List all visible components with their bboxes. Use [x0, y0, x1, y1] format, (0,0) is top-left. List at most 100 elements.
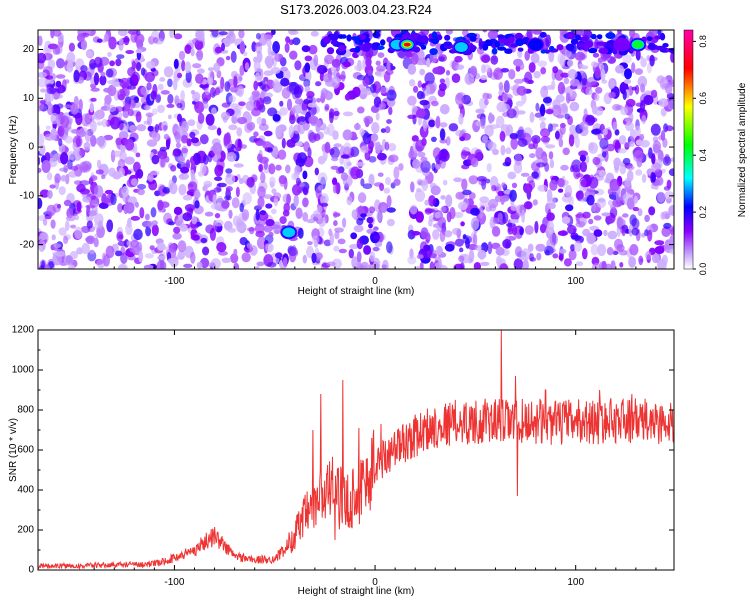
- spectrogram-cell: [228, 30, 234, 38]
- spectrogram-cell: [624, 142, 631, 148]
- spectrogram-cell: [147, 114, 152, 126]
- spectrogram-cell: [333, 245, 340, 252]
- spectrogram-cell: [124, 156, 135, 165]
- spectrogram-cell: [131, 60, 137, 70]
- spectrogram-cell: [591, 61, 598, 68]
- spectrogram-cell: [41, 160, 51, 173]
- spectrogram-cell: [190, 48, 195, 57]
- spectrogram-cell: [330, 146, 340, 159]
- spectrogram-cell: [283, 202, 291, 213]
- snr-frame: [37, 329, 675, 571]
- spectrogram-cell: [320, 87, 329, 98]
- spectrogram-cell: [405, 51, 413, 58]
- spectrogram-cell: [582, 228, 591, 237]
- spectrogram-ridge-cell: [330, 40, 339, 45]
- spectrogram-cell: [528, 62, 536, 73]
- spectrogram-cell: [612, 250, 619, 256]
- spectrogram-cell: [529, 153, 536, 159]
- spectrogram-cell: [607, 200, 613, 206]
- spectrogram-cell: [429, 52, 438, 64]
- spectrogram-cell: [153, 37, 164, 45]
- spectrogram-cell: [538, 116, 547, 121]
- spectrogram-cell: [451, 73, 461, 83]
- spectrogram-cell: [66, 151, 77, 161]
- spectrogram-cell: [502, 239, 512, 249]
- spectrogram-cell: [654, 251, 661, 262]
- spectrogram-cell: [225, 186, 233, 192]
- spectrogram-cell: [286, 139, 297, 148]
- spectrogram-cell: [207, 125, 217, 131]
- spectrogram-cell: [412, 158, 420, 169]
- spectrogram-cell: [65, 174, 70, 185]
- spectrogram-cell: [76, 129, 86, 138]
- spectrogram-cell: [470, 217, 480, 231]
- spectrogram-cell: [246, 121, 256, 131]
- spectrogram-cell: [118, 39, 124, 51]
- spectrogram-hotspot: [280, 225, 298, 240]
- spectrogram-cell: [52, 45, 61, 55]
- spectrogram-cell: [575, 221, 586, 228]
- spectrogram-cell: [275, 125, 282, 138]
- spectrogram-heatmap: [38, 30, 674, 269]
- spectrogram-cell: [150, 90, 157, 100]
- spectrogram-cell: [424, 207, 433, 215]
- spectrogram-cell: [360, 178, 365, 187]
- spectrogram-cell: [127, 67, 136, 77]
- spectrogram-cell: [522, 259, 529, 269]
- spectrogram-cell: [485, 206, 492, 212]
- spectrogram-ridge-cell: [497, 46, 507, 51]
- spectrogram-cell: [346, 195, 353, 206]
- spectrogram-cell: [165, 137, 171, 150]
- spectrogram-ridge-cell: [659, 32, 666, 41]
- spectrogram-cell: [601, 79, 608, 84]
- spectrogram-cell: [176, 72, 183, 79]
- spectrogram-cell: [45, 93, 55, 102]
- spectrogram-ridge-cell: [372, 31, 381, 39]
- spectrogram-cell: [279, 216, 287, 225]
- spectrogram-cell: [302, 197, 309, 208]
- spectrogram-cell: [660, 107, 667, 117]
- spectrogram-cell: [462, 234, 467, 240]
- spectrogram-cell: [578, 150, 588, 157]
- spectrogram-cell: [302, 170, 308, 180]
- spectrogram-cell: [145, 226, 152, 237]
- spectrogram-cell: [513, 58, 523, 67]
- spectrogram-cell: [571, 159, 582, 173]
- spectrogram-cell: [476, 176, 487, 182]
- spectrogram-cell: [177, 250, 185, 260]
- spectrogram-cell: [145, 105, 150, 110]
- spectrogram-cell: [410, 231, 421, 236]
- spectrogram-cell: [256, 116, 263, 125]
- snr-plot-area: [38, 330, 674, 570]
- spectrogram-cell: [502, 93, 513, 101]
- spectrogram-cell: [63, 164, 69, 174]
- spectrogram-cell: [417, 80, 422, 88]
- spectrogram-cell: [529, 111, 535, 123]
- spectrogram-cell: [482, 135, 488, 144]
- spectrogram-cell: [147, 174, 154, 182]
- spectrogram-cell: [227, 227, 236, 233]
- spectrogram-cell: [287, 246, 298, 257]
- spectrogram-cell: [667, 100, 674, 111]
- spectrogram-cell: [127, 108, 134, 117]
- spectrogram-cell: [324, 142, 330, 154]
- spectrogram-cell: [67, 171, 78, 178]
- spectrogram-cell: [366, 216, 374, 224]
- spectrogram-cell: [519, 227, 524, 236]
- spectrogram-cell: [173, 58, 179, 70]
- spectrogram-cell: [559, 124, 566, 135]
- spectrogram-cell: [356, 74, 366, 81]
- spectrogram-cell: [290, 107, 296, 114]
- spectrogram-cell: [567, 59, 574, 67]
- spectrogram-cell: [455, 64, 465, 70]
- spectrogram-cell: [65, 220, 70, 231]
- spectrogram-cell: [386, 89, 397, 101]
- spectrogram-cell: [509, 189, 517, 202]
- spectrogram-cell: [579, 154, 587, 162]
- spectrogram-cell: [343, 61, 351, 68]
- spectrogram-cell: [612, 103, 622, 111]
- spectrogram-cell: [233, 163, 244, 168]
- spectrogram-cell: [233, 248, 238, 256]
- spectrogram-cell: [310, 30, 319, 37]
- spectrogram-cell: [192, 91, 201, 103]
